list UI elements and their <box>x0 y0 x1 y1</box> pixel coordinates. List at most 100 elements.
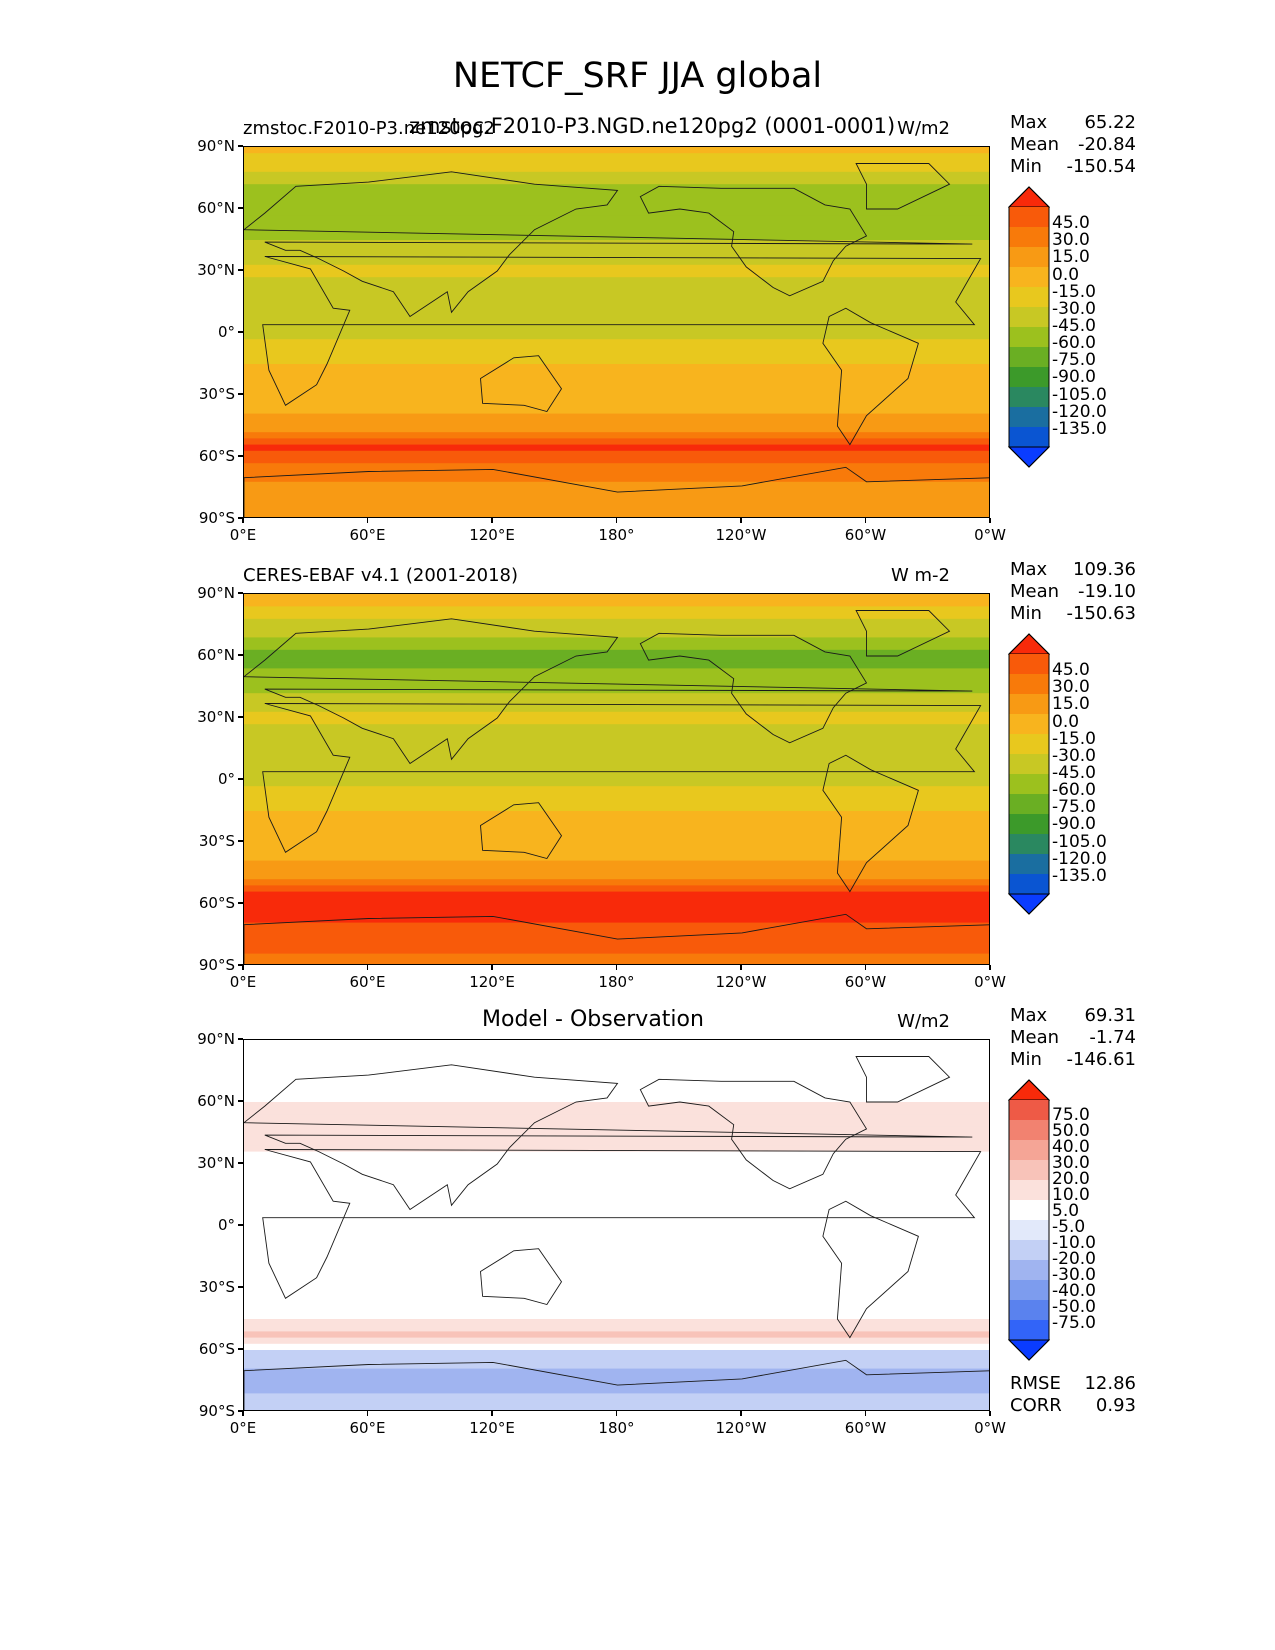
zonal-band <box>244 395 989 402</box>
x-tick-mark <box>615 965 618 970</box>
min-value: -150.54 <box>1066 156 1136 177</box>
zonal-band <box>244 1288 989 1295</box>
panel-3-title: Model - Observation <box>482 1007 704 1032</box>
x-tick-mark <box>615 518 618 523</box>
coastline-africa <box>262 1149 982 1299</box>
zonal-band <box>244 308 989 315</box>
zonal-band <box>244 1269 989 1277</box>
colorbar-swatch <box>1009 287 1049 308</box>
zonal-band <box>244 1095 989 1103</box>
colorbar-swatch <box>1009 794 1049 815</box>
colorbar-tick-label: -15.0 <box>1052 281 1096 302</box>
zonal-band <box>244 1102 989 1109</box>
colorbar-swatch <box>1009 427 1049 448</box>
zonal-band <box>244 786 989 793</box>
colorbar-swatch <box>1009 1100 1049 1121</box>
zonal-band <box>244 419 989 427</box>
x-tick-label: 120°E <box>469 526 515 544</box>
colorbar-swatch <box>1009 247 1049 268</box>
y-tick-label: 30°N <box>197 708 235 726</box>
zonal-band <box>244 1226 989 1233</box>
colorbar-tick-label: -30.0 <box>1052 298 1096 319</box>
zonal-band <box>244 1139 989 1146</box>
colorbar-swatch <box>1009 1220 1049 1241</box>
colorbar-tick-label: 0.0 <box>1052 711 1080 732</box>
zonal-band <box>244 891 989 899</box>
zonal-band <box>244 1362 989 1370</box>
colorbar-outline <box>1008 633 1050 915</box>
x-tick-label: 120°E <box>469 1419 515 1437</box>
zonal-band <box>244 1052 989 1060</box>
zonal-band <box>244 1195 989 1202</box>
zonal-band <box>244 879 989 886</box>
zonal-band <box>244 1145 989 1153</box>
colorbar-swatch <box>1009 367 1049 388</box>
zonal-band <box>244 264 989 272</box>
colorbar-tick-label: -120.0 <box>1052 401 1107 422</box>
zonal-band <box>244 916 989 924</box>
min-label: Min <box>1010 603 1042 624</box>
colorbar-swatch <box>1009 1260 1049 1281</box>
colorbar-tick-label: -75.0 <box>1052 797 1096 818</box>
panel-2-stats: Max 109.36 Mean -19.10 Min -150.63 <box>1010 559 1136 625</box>
colorbar-swatch <box>1009 1280 1049 1301</box>
colorbar-tick-label: 10.0 <box>1052 1185 1090 1205</box>
y-tick-label: 60°S <box>198 447 235 465</box>
coastline-africa <box>262 256 982 406</box>
colorbar-tick-label: 30.0 <box>1052 230 1090 251</box>
y-tick-label: 60°S <box>198 1340 235 1358</box>
y-tick-mark <box>238 1286 243 1288</box>
coastline-australia <box>480 1248 563 1306</box>
zonal-band <box>244 370 989 377</box>
x-tick-label: 120°E <box>469 973 515 991</box>
zonal-band <box>244 804 989 812</box>
y-tick-label: 0° <box>217 1216 235 1234</box>
zonal-band <box>244 730 989 738</box>
zonal-band <box>244 1064 989 1072</box>
colorbar-tick-label: -60.0 <box>1052 780 1096 801</box>
y-tick-label: 30°S <box>198 832 235 850</box>
y-tick-mark <box>238 393 243 395</box>
zonal-band <box>244 1343 989 1351</box>
colorbar-extend-max <box>1007 186 1051 208</box>
x-tick-label: 0°W <box>974 973 1006 991</box>
zonal-band <box>244 1300 989 1308</box>
zonal-band <box>244 1071 989 1078</box>
zonal-band <box>244 153 989 160</box>
zonal-band <box>244 339 989 346</box>
x-tick-mark <box>740 1411 742 1416</box>
colorbar-tick-label: 45.0 <box>1052 213 1090 234</box>
zonal-band <box>244 1250 989 1258</box>
zonal-band <box>244 258 989 266</box>
zonal-band <box>244 1368 989 1376</box>
zonal-band <box>244 413 989 421</box>
x-tick-mark <box>989 965 991 970</box>
colorbar-swatch <box>1009 654 1049 675</box>
colorbar-swatch <box>1009 1160 1049 1181</box>
colorbar-swatch <box>1009 1320 1049 1341</box>
y-tick-mark <box>238 1038 243 1040</box>
colorbar-swatch <box>1009 267 1049 288</box>
colorbar-tick-label: -75.0 <box>1052 1313 1096 1333</box>
x-tick-label: 0°E <box>229 526 257 544</box>
colorbar-tick-label: -90.0 <box>1052 814 1096 835</box>
colorbar-swatch <box>1009 307 1049 328</box>
zonal-band <box>244 773 989 781</box>
colorbar-swatch <box>1009 674 1049 695</box>
zonal-band <box>244 848 989 855</box>
zonal-band <box>244 1108 989 1115</box>
zonal-band <box>244 1331 989 1339</box>
rmse-label: RMSE <box>1010 1373 1061 1394</box>
zonal-band <box>244 1176 989 1184</box>
zonal-band <box>244 1046 989 1053</box>
map-field <box>244 594 989 964</box>
zonal-band <box>244 1058 989 1066</box>
y-tick-mark <box>238 1348 243 1350</box>
zonal-band <box>244 798 989 806</box>
y-tick-mark <box>238 716 243 718</box>
panel-1-stats: Max 65.22 Mean -20.84 Min -150.54 <box>1010 112 1136 178</box>
panel-3-colorbar: 75.0 50.0 40.0 30.0 20.0 10.0 5.0 -5.0 -10.0 -20.… <box>1007 1079 1096 1365</box>
colorbar-swatch <box>1009 1200 1049 1221</box>
colorbar-extend-min <box>1007 893 1051 915</box>
zonal-band <box>244 481 989 489</box>
